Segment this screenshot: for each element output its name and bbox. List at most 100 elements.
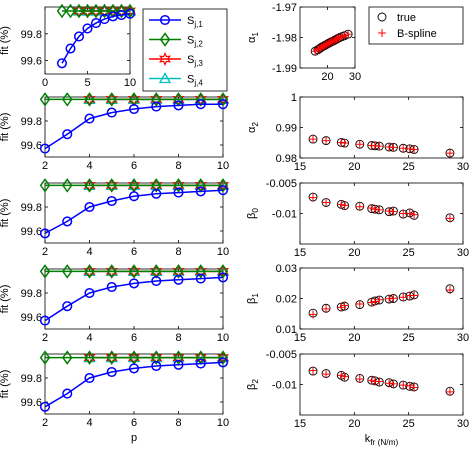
y-tick-label: 0.99 xyxy=(276,123,297,135)
data-point xyxy=(151,360,162,372)
x-tick-label: 15 xyxy=(294,332,306,344)
data-point xyxy=(320,41,329,50)
x-tick-label: 8 xyxy=(175,417,181,429)
legend-label: B-spline xyxy=(397,28,437,40)
axes-box xyxy=(44,96,224,158)
data-point xyxy=(385,379,394,388)
y-tick-label: -1.98 xyxy=(272,33,297,45)
x-tick-label: 10 xyxy=(217,417,229,429)
x-tick-label: 8 xyxy=(175,246,181,258)
data-point xyxy=(317,43,326,52)
data-point xyxy=(217,185,229,196)
data-point xyxy=(124,8,136,19)
data-point xyxy=(106,195,117,207)
series-line xyxy=(44,361,224,408)
data-point xyxy=(124,3,136,19)
x-tick-label: 4 xyxy=(86,417,92,429)
data-point xyxy=(84,372,95,384)
x-tick-label: 20 xyxy=(348,418,360,430)
panel-left-1: 2 4 6 8 10 99.6 99.8 xyxy=(21,92,229,172)
x-tick-label: 20 xyxy=(348,332,360,344)
data-point xyxy=(322,136,331,145)
data-point xyxy=(385,294,394,303)
data-point xyxy=(355,299,364,308)
x-tick-label: 10 xyxy=(217,246,229,258)
data-point xyxy=(370,205,379,214)
axes-box xyxy=(299,267,464,330)
y-axis-label: fit (%) xyxy=(0,370,11,399)
y-tick-label: 0.03 xyxy=(276,263,297,275)
data-point xyxy=(84,350,95,365)
data-point xyxy=(151,350,162,365)
data-point xyxy=(410,291,419,300)
x-tick-label: 2 xyxy=(42,332,48,344)
data-point xyxy=(410,145,419,154)
y-axis-label: fit (%) xyxy=(0,199,11,228)
data-point xyxy=(405,381,414,390)
axes-box xyxy=(299,353,464,416)
data-point xyxy=(195,99,206,110)
data-point xyxy=(195,92,206,107)
data-point xyxy=(39,264,51,279)
data-point xyxy=(375,205,384,214)
data-point xyxy=(389,294,398,303)
x-tick-label: 0 xyxy=(42,77,48,89)
x-tick-label: 10 xyxy=(217,332,229,344)
data-point xyxy=(39,401,51,412)
x-tick-label: 30 xyxy=(349,71,361,83)
data-point xyxy=(173,178,184,193)
data-point xyxy=(39,92,51,107)
x-tick-label: 30 xyxy=(457,247,469,259)
panel-left-0: 0 5 10 99.6 99.8 xyxy=(21,3,136,89)
y-tick-label: 0.02 xyxy=(276,294,297,306)
data-point xyxy=(330,36,339,45)
legend-box xyxy=(368,6,464,45)
data-point xyxy=(355,140,364,149)
data-point xyxy=(106,107,117,118)
x-axis-label: kfr (N/m) xyxy=(365,433,399,447)
x-tick-label: 2 xyxy=(42,160,48,172)
data-point xyxy=(399,144,408,153)
data-point xyxy=(367,376,376,385)
data-point xyxy=(375,295,384,304)
data-point xyxy=(62,388,73,399)
data-point xyxy=(39,350,51,365)
x-tick-label: 8 xyxy=(175,332,181,344)
y-axis-label: fit (%) xyxy=(0,285,11,314)
data-point xyxy=(173,187,184,198)
data-point xyxy=(106,92,117,107)
series-line xyxy=(44,276,224,322)
data-point xyxy=(39,143,51,154)
x-tick-label: 4 xyxy=(86,246,92,258)
panel-right-0: 20 30 -1.99 -1.98 -1.97 xyxy=(272,2,361,83)
data-point xyxy=(337,371,346,380)
data-point xyxy=(344,30,353,39)
data-point xyxy=(309,310,318,319)
data-point xyxy=(217,350,229,365)
x-tick-label: 6 xyxy=(131,417,137,429)
panel-right-3: 15 20 25 30 0.01 0.02 0.03 xyxy=(276,263,470,344)
data-point xyxy=(195,264,206,279)
data-point xyxy=(399,381,408,390)
data-point xyxy=(62,178,73,193)
y-axis-label: β2 xyxy=(246,379,260,390)
y-tick-label: 99.8 xyxy=(21,288,42,300)
x-tick-label: 20 xyxy=(348,161,360,173)
data-point xyxy=(217,272,229,283)
series-line xyxy=(44,103,223,150)
data-point xyxy=(173,100,184,111)
data-point xyxy=(217,357,229,368)
data-point xyxy=(410,210,419,219)
data-point xyxy=(173,264,184,279)
data-point xyxy=(389,143,398,152)
data-point xyxy=(445,214,454,223)
data-point xyxy=(217,178,229,193)
data-point xyxy=(56,3,68,19)
y-tick-label: -0.005 xyxy=(266,349,297,361)
y-tick-label: -0.01 xyxy=(272,209,297,221)
x-tick-label: 25 xyxy=(403,418,415,430)
legend-label: true xyxy=(397,12,416,24)
y-tick-label: -1.97 xyxy=(272,2,297,14)
panel-left-3: 2 4 6 8 10 99.6 99.8 xyxy=(21,264,229,344)
